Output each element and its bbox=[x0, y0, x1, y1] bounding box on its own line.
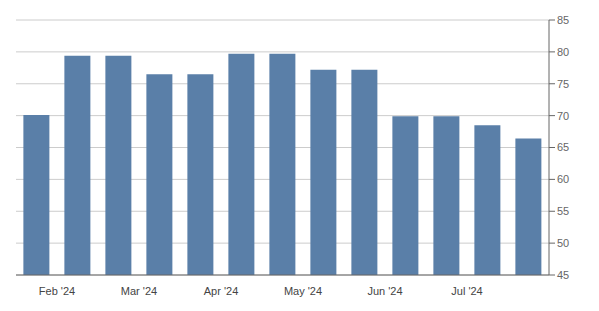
svg-text:Jun '24: Jun '24 bbox=[367, 285, 402, 297]
svg-text:50: 50 bbox=[557, 237, 569, 249]
svg-text:45: 45 bbox=[557, 269, 569, 281]
svg-text:Apr '24: Apr '24 bbox=[204, 285, 239, 297]
svg-text:Mar '24: Mar '24 bbox=[121, 285, 157, 297]
svg-text:70: 70 bbox=[557, 110, 569, 122]
svg-text:85: 85 bbox=[557, 14, 569, 26]
svg-text:Feb '24: Feb '24 bbox=[39, 285, 75, 297]
svg-text:75: 75 bbox=[557, 78, 569, 90]
svg-text:60: 60 bbox=[557, 173, 569, 185]
svg-text:65: 65 bbox=[557, 141, 569, 153]
svg-text:Jul '24: Jul '24 bbox=[451, 285, 482, 297]
svg-text:55: 55 bbox=[557, 205, 569, 217]
svg-text:80: 80 bbox=[557, 46, 569, 58]
svg-text:May '24: May '24 bbox=[284, 285, 322, 297]
